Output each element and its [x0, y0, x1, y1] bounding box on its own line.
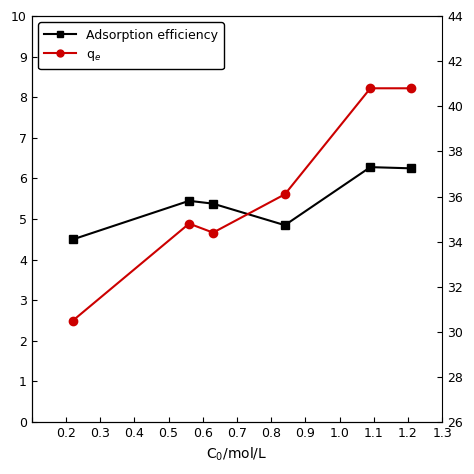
Legend: Adsorption efficiency, q$_e$: Adsorption efficiency, q$_e$ — [38, 22, 224, 69]
X-axis label: C$_0$/mol/L: C$_0$/mol/L — [206, 446, 268, 463]
